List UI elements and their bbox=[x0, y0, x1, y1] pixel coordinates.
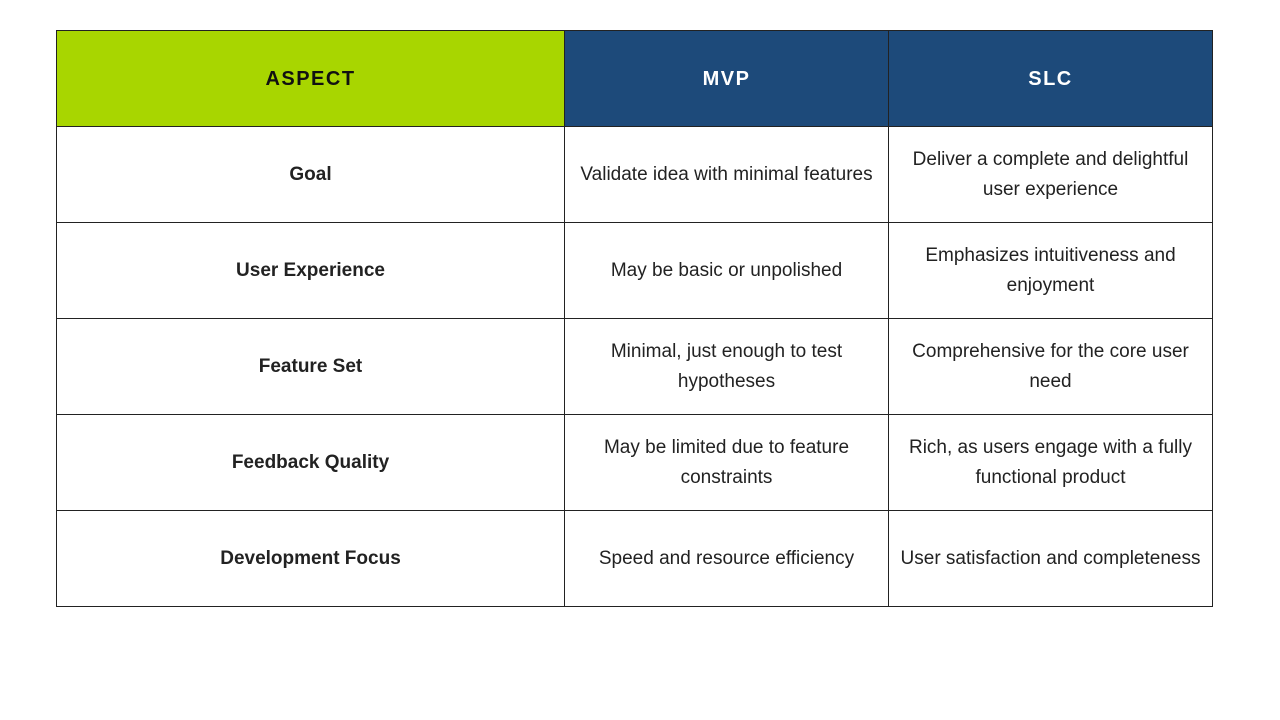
header-row: ASPECT MVP SLC bbox=[56, 30, 1213, 127]
table-row: Feature Set Minimal, just enough to test … bbox=[56, 318, 1213, 415]
table-row: Development Focus Speed and resource effi… bbox=[56, 510, 1213, 607]
header-cell: ASPECT bbox=[56, 30, 565, 127]
value-cell: May be basic or unpolished bbox=[564, 222, 889, 319]
value-cell: Rich, as users engage with a fully funct… bbox=[888, 414, 1213, 511]
value-cell: Minimal, just enough to test hypotheses bbox=[564, 318, 889, 415]
value-cell: May be limited due to feature constraint… bbox=[564, 414, 889, 511]
aspect-cell: Development Focus bbox=[56, 510, 565, 607]
table-row: User Experience May be basic or unpolishe… bbox=[56, 222, 1213, 319]
value-cell: Deliver a complete and delightful user e… bbox=[888, 126, 1213, 223]
value-cell: User satisfaction and completeness bbox=[888, 510, 1213, 607]
value-cell: Speed and resource efficiency bbox=[564, 510, 889, 607]
aspect-cell: Feedback Quality bbox=[56, 414, 565, 511]
value-cell: Emphasizes intuitiveness and enjoyment bbox=[888, 222, 1213, 319]
value-cell: Validate idea with minimal features bbox=[564, 126, 889, 223]
aspect-cell: User Experience bbox=[56, 222, 565, 319]
value-cell: Comprehensive for the core user need bbox=[888, 318, 1213, 415]
table-body: Goal Validate idea with minimal features D… bbox=[56, 126, 1213, 607]
aspect-cell: Goal bbox=[56, 126, 565, 223]
table-row: Feedback Quality May be limited due to fe… bbox=[56, 414, 1213, 511]
header-cell: SLC bbox=[888, 30, 1213, 127]
aspect-cell: Feature Set bbox=[56, 318, 565, 415]
header-cell: MVP bbox=[564, 30, 889, 127]
table-row: Goal Validate idea with minimal features D… bbox=[56, 126, 1213, 223]
comparison-table: ASPECT MVP SLC Goal Validate idea with mi… bbox=[56, 30, 1213, 607]
